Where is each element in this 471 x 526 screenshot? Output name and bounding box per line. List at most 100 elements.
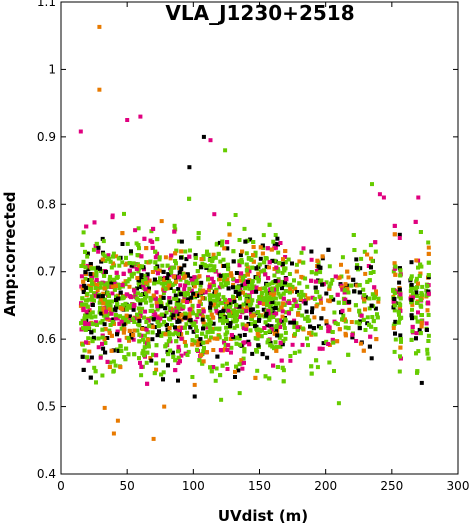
data-point	[368, 271, 373, 275]
data-point	[83, 285, 88, 290]
data-point	[178, 302, 183, 307]
data-point	[167, 336, 172, 341]
data-point	[320, 346, 325, 351]
data-point	[233, 213, 238, 217]
data-point	[186, 273, 190, 278]
data-point	[161, 377, 165, 382]
data-point	[275, 242, 280, 247]
data-point	[361, 295, 366, 300]
data-point	[104, 302, 109, 307]
data-point	[179, 249, 184, 254]
data-point	[274, 328, 278, 333]
data-point	[231, 285, 235, 290]
data-point	[205, 249, 209, 254]
data-point	[342, 288, 347, 293]
data-point	[283, 310, 288, 315]
data-point	[225, 273, 230, 278]
data-point	[149, 316, 154, 321]
data-point	[225, 281, 230, 286]
data-point	[227, 311, 231, 316]
data-point	[189, 295, 194, 300]
data-point	[221, 316, 226, 321]
data-point	[222, 264, 227, 268]
data-point	[207, 338, 212, 343]
data-point	[194, 325, 198, 330]
data-point	[313, 285, 318, 290]
data-point	[320, 254, 325, 259]
data-point	[153, 266, 158, 270]
data-point	[106, 253, 111, 258]
data-point	[362, 293, 367, 298]
data-point	[278, 344, 283, 349]
data-point	[272, 331, 277, 336]
data-point	[226, 286, 231, 291]
data-point	[247, 294, 252, 299]
data-point	[275, 284, 280, 289]
data-point	[111, 261, 116, 266]
data-point	[201, 320, 206, 325]
data-point	[138, 311, 143, 315]
data-point	[92, 293, 97, 298]
data-point	[191, 291, 196, 296]
data-point	[174, 309, 179, 314]
data-point	[175, 319, 180, 324]
outlier-point	[151, 436, 156, 441]
data-point	[201, 359, 206, 364]
outlier-point	[397, 369, 402, 374]
data-point	[246, 339, 251, 344]
data-point	[251, 259, 256, 264]
data-point	[250, 290, 255, 294]
data-point	[228, 324, 233, 328]
data-point	[246, 256, 251, 260]
data-point	[238, 314, 243, 319]
data-point	[213, 301, 218, 306]
data-point	[175, 325, 180, 330]
data-point	[267, 295, 272, 300]
data-point	[308, 324, 313, 329]
data-point	[80, 342, 85, 347]
data-point	[145, 272, 150, 277]
data-point	[187, 196, 192, 201]
data-point	[176, 332, 181, 336]
outlier-point	[415, 370, 419, 375]
data-point	[142, 315, 146, 320]
data-point	[84, 314, 89, 319]
data-point	[229, 333, 234, 338]
data-point	[340, 308, 345, 313]
data-point	[369, 356, 374, 361]
data-point	[207, 293, 212, 298]
data-point	[134, 296, 139, 301]
data-point	[171, 332, 176, 337]
data-point	[271, 239, 276, 244]
data-point	[150, 330, 155, 335]
data-point	[392, 261, 397, 266]
data-point	[127, 328, 132, 333]
data-point	[231, 249, 236, 254]
data-point	[133, 292, 138, 297]
data-point	[90, 281, 95, 286]
x-tick-label: 50	[120, 479, 135, 493]
data-point	[366, 264, 371, 268]
data-point	[151, 352, 156, 357]
data-point	[327, 299, 332, 304]
data-point	[309, 330, 314, 335]
data-point	[280, 309, 285, 314]
data-point	[169, 323, 174, 328]
data-point	[80, 302, 85, 307]
data-point	[244, 315, 249, 320]
data-point	[259, 291, 264, 296]
data-point	[103, 258, 108, 263]
data-point	[94, 270, 99, 275]
data-point	[306, 296, 311, 301]
data-point	[208, 308, 213, 313]
data-point	[225, 240, 230, 245]
data-point	[95, 322, 99, 327]
data-point	[414, 279, 419, 284]
data-point	[295, 325, 300, 329]
data-point	[131, 337, 136, 342]
data-point	[218, 373, 223, 378]
data-point	[346, 326, 351, 331]
data-point	[357, 321, 362, 326]
data-point	[367, 344, 372, 349]
data-point	[281, 296, 286, 301]
